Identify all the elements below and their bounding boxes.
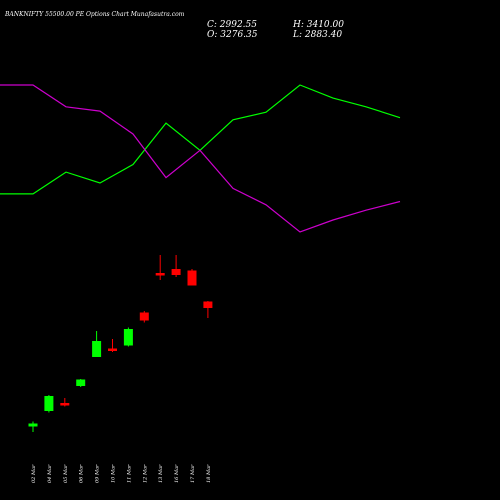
x-tick-label: 17 Mar bbox=[190, 464, 196, 483]
low-value: L: 2883.40 bbox=[292, 30, 342, 40]
candle-body bbox=[76, 379, 86, 386]
candle-body bbox=[139, 312, 149, 321]
candle-body bbox=[28, 423, 38, 427]
x-tick-label: 05 Mar bbox=[63, 464, 69, 483]
candle-body bbox=[60, 403, 70, 406]
candle-body bbox=[92, 341, 102, 357]
indicator-line-2 bbox=[0, 84, 401, 233]
candle-body bbox=[108, 348, 117, 351]
x-tick-label: 09 Mar bbox=[95, 464, 101, 483]
x-tick-label: 18 Mar bbox=[206, 464, 212, 483]
indicator-lines bbox=[0, 84, 401, 233]
open-value: O: 3276.35 bbox=[207, 30, 258, 40]
candle-body bbox=[171, 269, 181, 275]
x-tick-label: 10 Mar bbox=[111, 464, 117, 483]
candles bbox=[28, 255, 213, 432]
candle-body bbox=[203, 301, 213, 308]
x-tick-label: 02 Mar bbox=[31, 464, 37, 483]
high-value: H: 3410.00 bbox=[292, 20, 344, 30]
x-tick-label: 16 Mar bbox=[174, 464, 180, 483]
candle-body bbox=[123, 329, 133, 346]
candle-body bbox=[155, 273, 165, 276]
x-tick-label: 06 Mar bbox=[79, 464, 85, 483]
candle-body bbox=[44, 396, 54, 411]
x-tick-label: 12 Mar bbox=[142, 464, 148, 483]
x-tick-label: 13 Mar bbox=[158, 464, 164, 483]
close-value: C: 2992.55 bbox=[207, 20, 257, 30]
chart-title: BANKNIFTY 55500.00 PE Options Chart Muna… bbox=[4, 11, 185, 18]
x-tick-label: 11 Mar bbox=[126, 464, 132, 483]
x-tick-label: 04 Mar bbox=[47, 464, 53, 483]
x-axis-ticks: 02 Mar 04 Mar 05 Mar 06 Mar 09 Mar 10 Mar 11 M… bbox=[31, 464, 212, 483]
candle-body bbox=[187, 270, 197, 286]
